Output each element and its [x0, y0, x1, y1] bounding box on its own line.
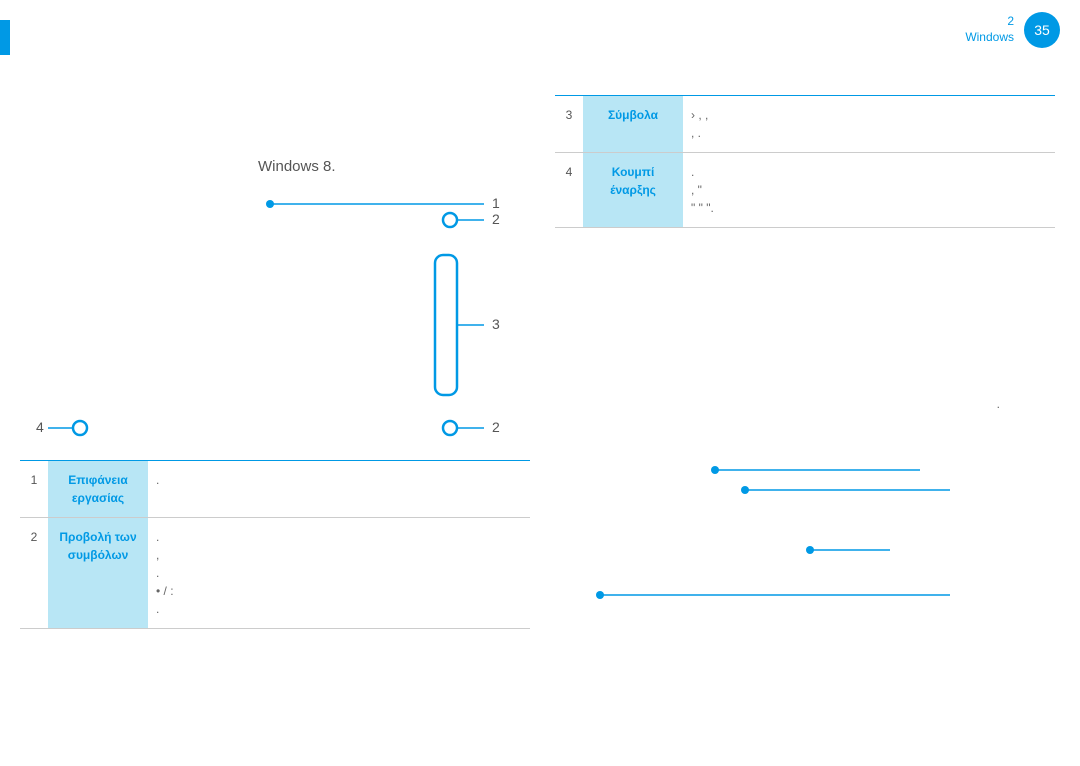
- row-desc: . , " " " ".: [683, 153, 1055, 228]
- page-header: 2 Windows 35: [965, 12, 1060, 48]
- chapter-label: Windows: [965, 30, 1014, 46]
- row-desc: › , , , .: [683, 96, 1055, 153]
- row-label: Σύμβολα: [583, 96, 683, 153]
- row-label: Προβολή των συμβόλων: [48, 518, 148, 629]
- left-definition-table: 1 Επιφάνεια εργασίας . 2 Προβολή των συμ…: [20, 460, 530, 629]
- windows-version-label: Windows 8.: [258, 158, 336, 175]
- right-column: 3 Σύμβολα › , , , . 4 Κουμπί έναρξης . ,…: [555, 95, 1055, 228]
- chapter-number: 2: [965, 14, 1014, 30]
- row-desc: . , . • / : .: [148, 518, 530, 629]
- row-desc: .: [148, 461, 530, 518]
- row-num: 2: [20, 518, 48, 629]
- charm-intro-text: .: [560, 395, 1040, 413]
- row-label: Κουμπί έναρξης: [583, 153, 683, 228]
- callout-2-top: 2: [492, 211, 500, 227]
- row-num: 1: [20, 461, 48, 518]
- page-number-badge: 35: [1024, 12, 1060, 48]
- row-label: Επιφάνεια εργασίας: [48, 461, 148, 518]
- page-number: 35: [1034, 22, 1050, 38]
- charm-bar-diagram: [580, 450, 1050, 630]
- callout-4: 4: [36, 419, 44, 435]
- right-definition-table: 3 Σύμβολα › , , , . 4 Κουμπί έναρξης . ,…: [555, 95, 1055, 228]
- callout-3: 3: [492, 316, 500, 332]
- row-num: 3: [555, 96, 583, 153]
- row-num: 4: [555, 153, 583, 228]
- callout-2-bottom: 2: [492, 419, 500, 435]
- callout-1: 1: [492, 195, 500, 211]
- start-screen-diagram: 1 2 3 2 4: [30, 180, 530, 460]
- section-tab: [0, 20, 10, 55]
